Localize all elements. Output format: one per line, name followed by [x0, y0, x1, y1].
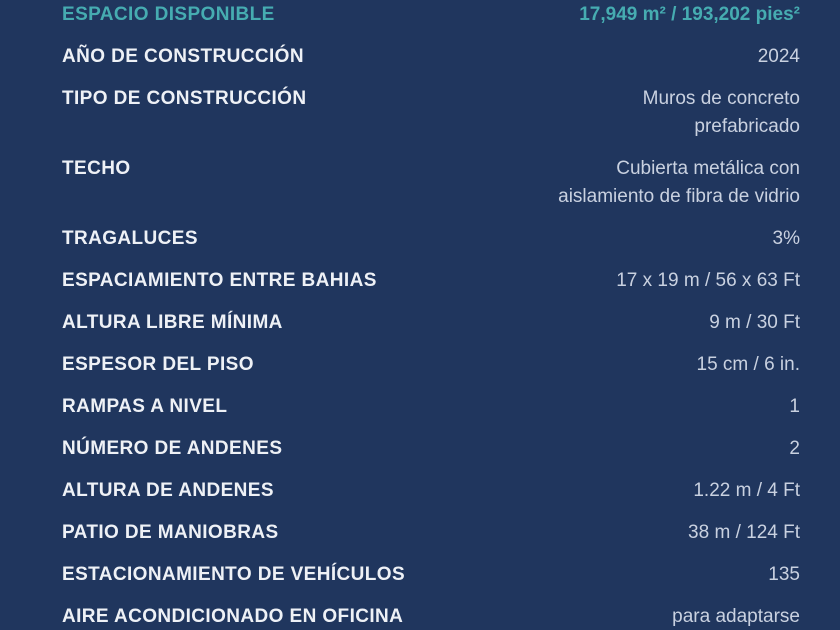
spec-row: TIPO DE CONSTRUCCIÓN Muros de concreto p…	[62, 85, 800, 141]
spec-label: AIRE ACONDICIONADO EN OFICINA	[62, 606, 404, 627]
spec-row: AÑO DE CONSTRUCCIÓN 2024	[62, 43, 800, 71]
spec-row: ESPACIO DISPONIBLE 17,949 m² / 193,202 p…	[62, 1, 800, 29]
spec-value: 3%	[772, 228, 800, 249]
spec-label: TRAGALUCES	[62, 228, 198, 249]
spec-row: AIRE ACONDICIONADO EN OFICINA para adapt…	[62, 603, 800, 630]
spec-label: ALTURA LIBRE MÍNIMA	[62, 312, 283, 333]
spec-row: ALTURA LIBRE MÍNIMA 9 m / 30 Ft	[62, 309, 800, 337]
spec-label: ESPACIO DISPONIBLE	[62, 4, 275, 25]
spec-table: ESPACIO DISPONIBLE 17,949 m² / 193,202 p…	[62, 1, 800, 630]
spec-value: para adaptarse	[672, 606, 800, 627]
spec-value: 2	[789, 438, 800, 459]
spec-label: PATIO DE MANIOBRAS	[62, 522, 279, 543]
spec-row: ESPACIAMIENTO ENTRE BAHIAS 17 x 19 m / 5…	[62, 267, 800, 295]
spec-value: Muros de concreto prefabricado	[642, 88, 800, 137]
spec-value: 38 m / 124 Ft	[688, 522, 800, 543]
spec-row: RAMPAS A NIVEL 1	[62, 393, 800, 421]
spec-label: RAMPAS A NIVEL	[62, 396, 228, 417]
spec-label: ESTACIONAMIENTO DE VEHÍCULOS	[62, 564, 406, 585]
spec-label: AÑO DE CONSTRUCCIÓN	[62, 46, 304, 67]
spec-row: NÚMERO DE ANDENES 2	[62, 435, 800, 463]
spec-label: TIPO DE CONSTRUCCIÓN	[62, 88, 307, 109]
spec-row: ALTURA DE ANDENES 1.22 m / 4 Ft	[62, 477, 800, 505]
spec-row: PATIO DE MANIOBRAS 38 m / 124 Ft	[62, 519, 800, 547]
spec-value: 2024	[757, 46, 800, 67]
spec-label: ESPESOR DEL PISO	[62, 354, 254, 375]
spec-value: 1.22 m / 4 Ft	[693, 480, 800, 501]
spec-label: TECHO	[62, 158, 131, 179]
spec-value: Cubierta metálica con aislamiento de fib…	[558, 158, 800, 207]
spec-value: 17,949 m² / 193,202 pies²	[579, 4, 800, 25]
spec-row: TECHO Cubierta metálica con aislamiento …	[62, 155, 800, 211]
spec-value: 9 m / 30 Ft	[709, 312, 800, 333]
spec-label: ESPACIAMIENTO ENTRE BAHIAS	[62, 270, 377, 291]
spec-label: ALTURA DE ANDENES	[62, 480, 274, 501]
spec-value: 1	[789, 396, 800, 417]
spec-row: ESPESOR DEL PISO 15 cm / 6 in.	[62, 351, 800, 379]
spec-value: 17 x 19 m / 56 x 63 Ft	[616, 270, 800, 291]
spec-value: 15 cm / 6 in.	[696, 354, 801, 375]
spec-label: NÚMERO DE ANDENES	[62, 438, 283, 459]
spec-value: 135	[768, 564, 800, 585]
spec-row: ESTACIONAMIENTO DE VEHÍCULOS 135	[62, 561, 800, 589]
spec-row: TRAGALUCES 3%	[62, 225, 800, 253]
